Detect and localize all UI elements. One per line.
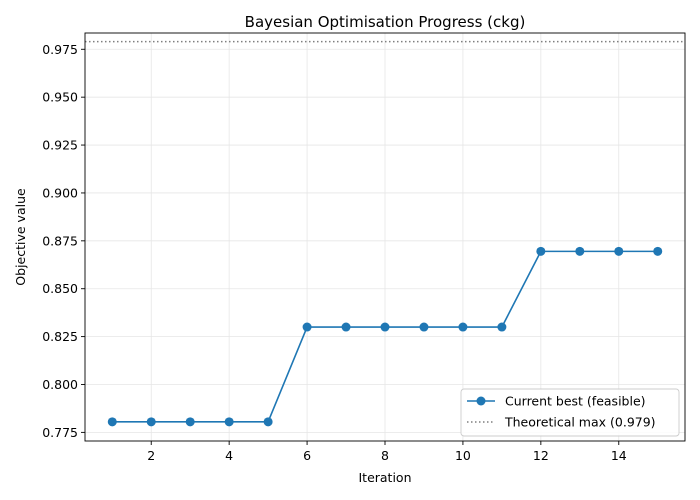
y-axis-label: Objective value: [13, 188, 28, 286]
legend-marker-swatch: [476, 396, 486, 406]
data-point: [263, 417, 273, 427]
y-tick-label: 0.775: [42, 425, 78, 440]
x-tick-label: 6: [303, 448, 311, 463]
x-tick-label: 8: [381, 448, 389, 463]
data-point: [458, 322, 468, 332]
legend-box: [460, 388, 680, 437]
data-point: [497, 322, 507, 332]
x-tick-label: 2: [147, 448, 155, 463]
data-point: [419, 322, 429, 332]
y-axis: 0.775 0.800 0.825 0.850 0.875 0.900 0.925 0.950…: [42, 42, 85, 440]
data-point: [146, 417, 156, 427]
y-tick-label: 0.975: [42, 42, 78, 57]
data-point: [575, 246, 585, 256]
x-axis: 2 4 6 8 10 12 14: [147, 441, 627, 463]
data-point: [536, 246, 546, 256]
x-axis-label: Iteration: [358, 470, 411, 485]
legend: Current best (feasible) Theoretical max …: [460, 388, 680, 437]
legend-label-reference: Theoretical max (0.979): [504, 415, 656, 430]
y-tick-label: 0.825: [42, 329, 78, 344]
chart-title: Bayesian Optimisation Progress (ckg): [245, 13, 526, 31]
data-point: [107, 417, 117, 427]
y-tick-label: 0.925: [42, 138, 78, 153]
data-point: [224, 417, 234, 427]
y-tick-label: 0.900: [42, 185, 78, 200]
y-tick-label: 0.875: [42, 233, 78, 248]
data-point: [380, 322, 390, 332]
grid: [85, 33, 685, 441]
data-point: [614, 246, 624, 256]
legend-label-series: Current best (feasible): [505, 394, 646, 409]
x-tick-label: 14: [611, 448, 627, 463]
y-tick-label: 0.850: [42, 281, 78, 296]
data-point: [341, 322, 351, 332]
x-tick-label: 12: [533, 448, 549, 463]
data-point: [185, 417, 195, 427]
data-point: [653, 246, 663, 256]
data-point: [302, 322, 312, 332]
y-tick-label: 0.800: [42, 377, 78, 392]
x-tick-label: 10: [455, 448, 471, 463]
x-tick-label: 4: [225, 448, 233, 463]
series-markers: [107, 246, 663, 427]
y-tick-label: 0.950: [42, 90, 78, 105]
